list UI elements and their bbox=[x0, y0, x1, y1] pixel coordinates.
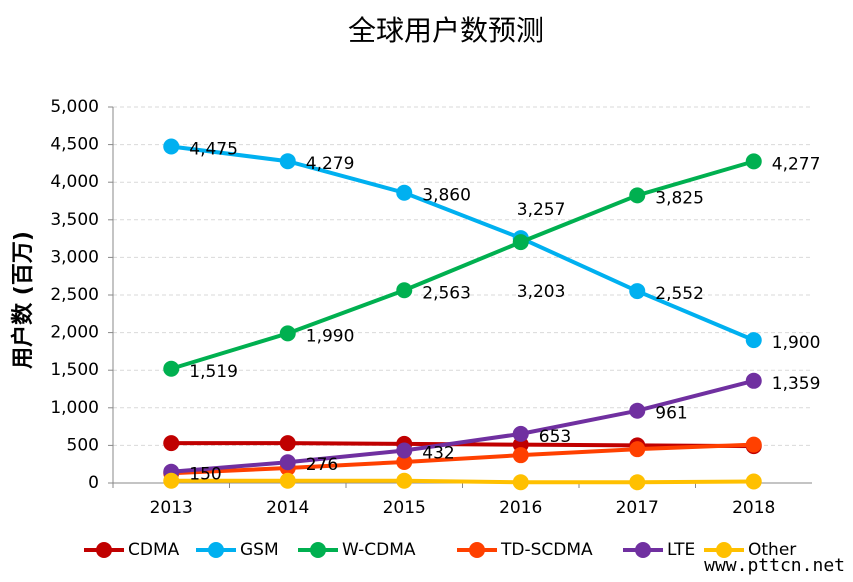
data-point bbox=[163, 138, 180, 155]
series-line bbox=[170, 159, 755, 371]
data-point bbox=[512, 447, 529, 464]
legend-label: LTE bbox=[667, 540, 695, 560]
legend-marker bbox=[208, 542, 224, 558]
legend-label: TD-SCDMA bbox=[500, 540, 593, 560]
data-point bbox=[512, 425, 529, 442]
data-label: 3,203 bbox=[517, 282, 566, 302]
data-label: 4,279 bbox=[306, 154, 355, 174]
watermark: www.pttcn.net bbox=[704, 555, 845, 576]
chart-title: 全球用户数预测 bbox=[348, 14, 544, 47]
x-tick-label: 2015 bbox=[383, 498, 426, 518]
data-point bbox=[629, 441, 646, 458]
data-point bbox=[396, 282, 413, 299]
data-point bbox=[279, 153, 296, 170]
data-label: 653 bbox=[539, 427, 571, 447]
y-tick-label: 2,000 bbox=[50, 323, 99, 343]
x-tick-label: 2014 bbox=[266, 498, 309, 518]
legend-label: W-CDMA bbox=[342, 540, 416, 560]
data-point bbox=[279, 454, 296, 471]
data-point bbox=[279, 325, 296, 342]
y-tick-label: 3,500 bbox=[50, 210, 99, 230]
legend-marker bbox=[716, 542, 732, 558]
data-label: 1,990 bbox=[306, 326, 355, 346]
y-tick-label: 5,000 bbox=[50, 97, 99, 117]
x-tick-label: 2018 bbox=[732, 498, 775, 518]
y-tick-label: 3,000 bbox=[50, 247, 99, 267]
data-label: 1,359 bbox=[772, 374, 821, 394]
legend-marker bbox=[96, 542, 112, 558]
data-point bbox=[279, 472, 296, 489]
data-point bbox=[629, 187, 646, 204]
legend-marker bbox=[469, 542, 485, 558]
data-label: 2,563 bbox=[422, 283, 471, 303]
y-tick-label: 1,500 bbox=[50, 360, 99, 380]
data-point bbox=[396, 453, 413, 470]
y-tick-label: 0 bbox=[88, 473, 99, 493]
data-label: 4,475 bbox=[189, 139, 238, 159]
x-tick-label: 2017 bbox=[616, 498, 659, 518]
data-point bbox=[745, 436, 762, 453]
y-tick-label: 1,000 bbox=[50, 398, 99, 418]
data-label: 276 bbox=[306, 455, 338, 475]
data-label: 432 bbox=[422, 444, 454, 464]
series-line bbox=[171, 442, 754, 476]
data-label: 4,277 bbox=[772, 154, 821, 174]
data-point bbox=[629, 402, 646, 419]
data-point bbox=[512, 234, 529, 251]
data-label: 150 bbox=[189, 465, 221, 485]
data-point bbox=[745, 332, 762, 349]
data-label: 3,257 bbox=[517, 200, 566, 220]
data-point bbox=[396, 472, 413, 489]
y-tick-label: 4,500 bbox=[50, 135, 99, 155]
data-label: 1,519 bbox=[189, 362, 238, 382]
data-label: 1,900 bbox=[772, 333, 821, 353]
data-point bbox=[279, 435, 296, 452]
data-point bbox=[629, 283, 646, 300]
data-label: 2,552 bbox=[655, 284, 704, 304]
y-tick-label: 4,000 bbox=[50, 172, 99, 192]
y-axis-label: 用户数 (百万) bbox=[10, 231, 36, 369]
legend-label: GSM bbox=[240, 540, 279, 560]
legend-label: CDMA bbox=[128, 540, 180, 560]
series-line bbox=[170, 144, 755, 342]
legend-marker bbox=[635, 542, 651, 558]
data-label: 961 bbox=[655, 404, 687, 424]
data-point bbox=[745, 153, 762, 170]
data-point bbox=[396, 184, 413, 201]
series-line bbox=[171, 478, 754, 485]
data-point bbox=[163, 360, 180, 377]
data-label: 3,860 bbox=[422, 186, 471, 206]
data-point bbox=[629, 474, 646, 491]
legend-label: Other bbox=[748, 540, 796, 560]
legend-marker bbox=[310, 542, 326, 558]
series-line bbox=[171, 378, 755, 474]
data-point bbox=[396, 442, 413, 459]
data-point bbox=[163, 435, 180, 452]
y-tick-label: 2,500 bbox=[50, 285, 99, 305]
x-tick-label: 2016 bbox=[499, 498, 542, 518]
x-tick-label: 2013 bbox=[150, 498, 193, 518]
data-point bbox=[745, 372, 762, 389]
data-point bbox=[512, 474, 529, 491]
data-label: 3,825 bbox=[655, 188, 704, 208]
y-tick-label: 500 bbox=[67, 435, 99, 455]
series-line bbox=[171, 441, 754, 449]
data-point bbox=[745, 473, 762, 490]
data-point bbox=[163, 472, 180, 489]
